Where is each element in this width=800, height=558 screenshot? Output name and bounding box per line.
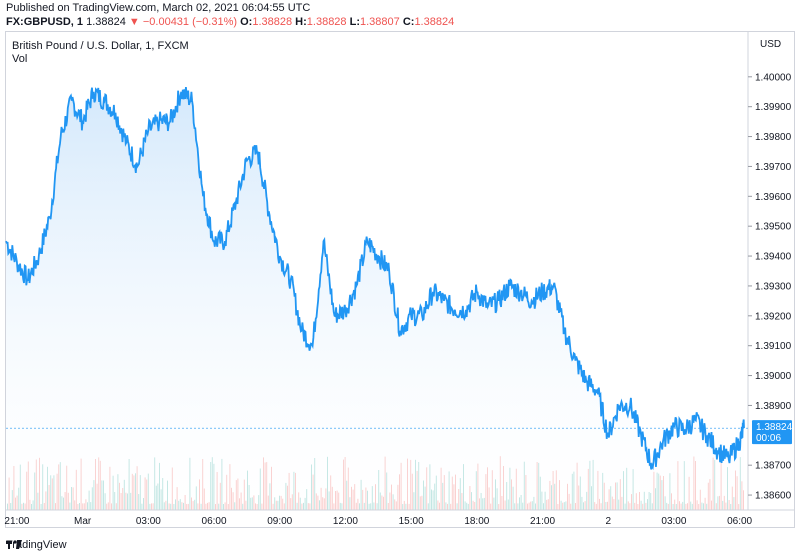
price-tick-label: 1.39900 [755,102,792,113]
time-tick-label: Mar [74,516,92,527]
symbol-ohlc-line: FX:GBPUSD, 1 1.38824 ▼ −0.00431 (−0.31%)… [6,16,454,28]
tradingview-logo-icon [6,540,22,549]
low-value: 1.38807 [360,16,400,28]
price-tick-label: 1.39100 [755,341,792,352]
price-tick-label: 1.39400 [755,252,792,263]
price-tick-label: 1.38700 [755,461,792,472]
price-tick-label: 1.39600 [755,192,792,203]
chart-legend-title: British Pound / U.S. Dollar, 1, FXCM [12,40,189,52]
high-label: H: [295,16,307,28]
time-tick-label: 21:00 [4,516,29,527]
price-tick-label: 1.39300 [755,281,792,292]
price-change: −0.00431 (−0.31%) [142,16,238,28]
open-label: O: [240,16,253,28]
price-tick-label: 1.38900 [755,401,792,412]
open-value: 1.38828 [252,16,293,28]
countdown-text: 00:06 [756,433,781,444]
last-price: 1.38824 [86,16,126,28]
price-tick-label: 1.39700 [755,162,792,173]
price-tick-label: 1.40000 [755,72,792,83]
time-tick-label: 2 [605,516,611,527]
time-tick-label: 06:00 [727,516,752,527]
tradingview-footer[interactable]: TradingView [6,539,67,551]
price-line [5,86,745,471]
low-label: L: [349,16,360,28]
close-label: C: [402,16,415,28]
time-tick-label: 18:00 [464,516,489,527]
time-tick-label: 15:00 [399,516,424,527]
current-price-text: 1.38824 [756,422,793,433]
time-axis-ticks: 21:00 Mar 03:00 06:00 09:00 12:00 15:00 18:00 21… [4,516,752,527]
chart-frame[interactable] [5,31,795,528]
time-tick-label: 09:00 [267,516,292,527]
price-tick-label: 1.38600 [755,491,792,502]
time-tick-label: 03:00 [661,516,686,527]
currency-label: USD [760,39,781,50]
symbol-label: FX:GBPUSD, 1 [6,16,84,28]
price-area-fill [6,87,744,510]
time-tick-label: 06:00 [202,516,227,527]
time-tick-label: 21:00 [530,516,555,527]
price-axis-ticks: 1.40000 1.39900 1.39800 1.39700 1.39600 1.395… [748,72,792,502]
published-info: Published on TradingView.com, March 02, … [6,2,311,14]
time-tick-label: 03:00 [136,516,161,527]
close-value: 1.38824 [414,16,455,28]
current-price-badge [752,420,792,445]
price-tick-label: 1.39000 [755,371,792,382]
price-tick-label: 1.39800 [755,132,792,143]
high-value: 1.38828 [306,16,347,28]
price-tick-label: 1.39200 [755,311,792,322]
down-arrow-icon: ▼ [128,16,140,28]
time-tick-label: 12:00 [333,516,358,527]
volume-legend: Vol [12,53,28,65]
price-tick-label: 1.39500 [755,222,792,233]
